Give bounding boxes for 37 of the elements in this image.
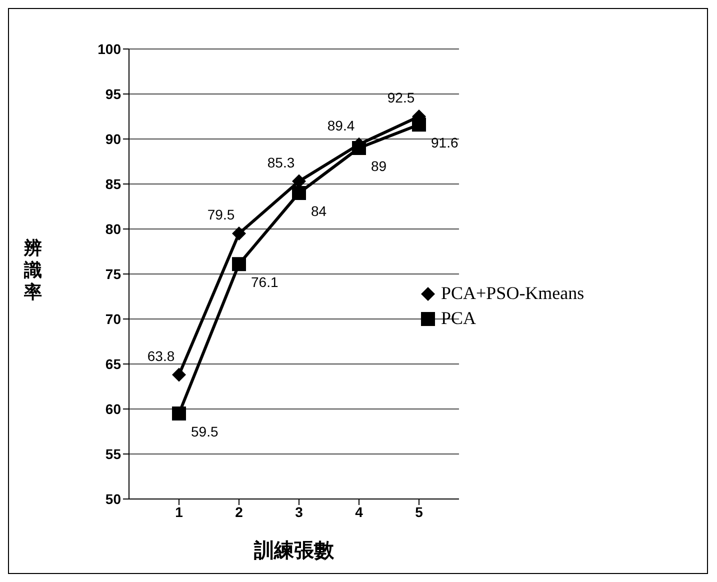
x-tick-label: 2: [235, 504, 244, 520]
data-label: 91.6: [431, 134, 458, 151]
point: [172, 406, 186, 420]
y-tick-label: 65: [105, 356, 122, 372]
y-tick-label: 55: [105, 446, 122, 462]
y-tick-label: 60: [105, 400, 122, 417]
x-tick-label: 4: [355, 504, 364, 520]
y-tick-label: 80: [105, 220, 122, 237]
point: [232, 257, 246, 272]
legend-label: PCA+PSO-Kmeans: [441, 283, 584, 304]
legend-label: PCA: [441, 308, 476, 329]
data-label: 85.3: [267, 154, 295, 170]
y-tick-label: 85: [105, 176, 122, 192]
y-tick-label: 100: [98, 40, 122, 57]
x-tick-label: 1: [175, 504, 184, 520]
data-label: 79.5: [207, 206, 235, 222]
data-label: 89.4: [327, 117, 355, 134]
data-label: 89: [371, 158, 387, 174]
x-tick-label: 5: [415, 504, 424, 520]
y-tick-label: 50: [105, 490, 122, 507]
point: [292, 186, 306, 200]
x-axis-title: 訓練張數: [253, 539, 335, 562]
point: [412, 118, 426, 132]
data-label: 59.5: [191, 423, 218, 440]
point: [352, 141, 366, 155]
y-axis-title: 辨識率: [23, 238, 42, 302]
data-label: 84: [311, 202, 327, 219]
y-tick-label: 75: [105, 266, 122, 282]
y-tick-label: 95: [105, 86, 122, 102]
y-tick-label: 70: [105, 310, 122, 327]
x-tick-label: 3: [295, 504, 304, 520]
y-tick-label: 90: [105, 130, 122, 147]
data-label: 92.5: [387, 90, 415, 106]
point: [172, 368, 186, 382]
point: [232, 226, 246, 240]
data-label: 76.1: [251, 274, 278, 290]
data-label: 63.8: [147, 348, 175, 364]
